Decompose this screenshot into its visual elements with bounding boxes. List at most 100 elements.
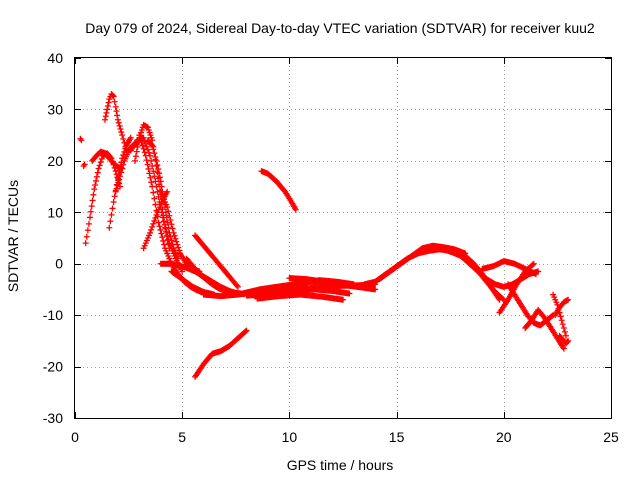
data-point	[109, 205, 116, 212]
data-point	[243, 327, 250, 334]
data-point	[102, 116, 109, 123]
data-point	[118, 129, 125, 136]
y-tick-label: -20	[43, 359, 63, 375]
tick-labels: 0 5 10 15 20 25 -30 -20 -10 0 10 20 30 40	[43, 50, 619, 445]
data-point	[93, 173, 100, 180]
data-point	[162, 225, 169, 232]
y-tick-label: -10	[43, 307, 63, 323]
data-point	[116, 122, 123, 129]
data-point	[116, 176, 123, 183]
data-point	[159, 234, 166, 241]
data-point	[164, 188, 171, 195]
data-point	[165, 224, 172, 231]
data-point	[109, 92, 116, 99]
data-point	[152, 154, 159, 160]
y-axis-label: SDTVAR / TECUs	[5, 180, 21, 292]
data-point	[147, 229, 154, 236]
series-trace-23	[286, 275, 379, 293]
data-point	[564, 338, 571, 345]
data-point	[113, 108, 120, 115]
data-point	[170, 229, 177, 236]
data-point	[158, 230, 165, 237]
data-point	[112, 188, 119, 195]
x-tick-label: 20	[496, 429, 512, 445]
series-trace-32	[522, 307, 567, 352]
data-point	[149, 142, 156, 149]
data-point	[155, 166, 162, 173]
data-point	[113, 185, 120, 192]
data-point	[565, 296, 572, 303]
data-point	[558, 317, 565, 324]
data-point	[104, 103, 111, 109]
data-point	[150, 146, 157, 153]
data-point	[168, 221, 175, 228]
data-point	[565, 337, 572, 344]
data-point	[169, 225, 176, 232]
data-point	[114, 116, 121, 123]
data-point	[174, 255, 181, 262]
data-point	[151, 173, 158, 180]
data-point	[172, 235, 179, 242]
data-point	[161, 241, 168, 248]
data-point	[562, 332, 569, 339]
data-point	[136, 132, 143, 139]
data-point	[87, 208, 94, 215]
data-point	[234, 283, 241, 290]
data-point	[166, 212, 173, 219]
data-point	[103, 109, 110, 116]
data-point	[106, 224, 113, 231]
data-point	[560, 325, 567, 331]
x-axis-label: GPS time / hours	[287, 457, 394, 473]
y-tick-label: 0	[55, 256, 63, 272]
data-point	[157, 178, 164, 185]
data-point	[163, 229, 170, 236]
data-point	[346, 290, 353, 297]
data-point	[115, 179, 122, 186]
data-point	[119, 132, 126, 139]
data-point	[151, 150, 158, 157]
series-trace-37	[192, 327, 250, 380]
data-point	[118, 169, 125, 176]
series-trace-04	[89, 148, 126, 172]
data-point	[112, 103, 119, 110]
data-point	[156, 170, 163, 177]
y-tick-label: 30	[47, 101, 63, 117]
y-tick-label: 20	[47, 153, 63, 169]
data-point	[242, 328, 249, 335]
x-tick-label: 15	[389, 429, 405, 445]
data-point	[89, 197, 96, 204]
data-point	[78, 137, 85, 144]
data-point	[150, 189, 157, 196]
data-point	[140, 134, 147, 141]
data-point	[132, 153, 139, 160]
data-point	[84, 227, 91, 234]
data-point	[149, 183, 156, 190]
data-point	[152, 201, 159, 208]
data-point	[176, 247, 183, 254]
data-point	[144, 161, 151, 168]
data-point	[151, 195, 158, 202]
series-trace-34	[556, 332, 572, 347]
data-point	[530, 260, 537, 267]
series-trace-36	[258, 168, 299, 213]
data-point	[292, 206, 299, 213]
data-point	[111, 98, 118, 105]
series-trace-12	[140, 188, 171, 252]
data-point	[152, 214, 159, 221]
x-tick-label: 0	[71, 429, 79, 445]
data-point	[158, 183, 165, 190]
series-trace-01	[77, 135, 85, 144]
y-tick-label: -30	[43, 410, 63, 426]
data-point	[148, 226, 155, 233]
axis-ticks	[75, 58, 612, 419]
data-point	[142, 152, 149, 159]
data-point	[160, 218, 167, 225]
series-trace-16	[192, 232, 241, 290]
data-point	[340, 296, 346, 303]
series-trace-02	[80, 161, 88, 169]
data-point	[85, 220, 92, 227]
data-point	[156, 223, 163, 230]
data-point	[138, 139, 145, 145]
data-point	[102, 113, 109, 120]
